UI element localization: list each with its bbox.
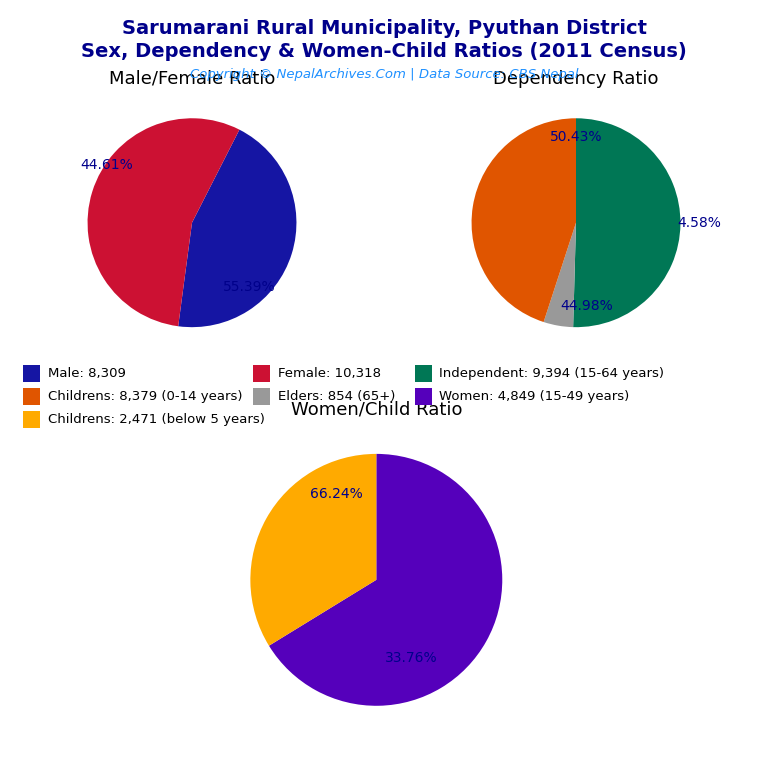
Text: Women: 4,849 (15-49 years): Women: 4,849 (15-49 years) [439,390,630,402]
Text: Copyright © NepalArchives.Com | Data Source: CBS Nepal: Copyright © NepalArchives.Com | Data Sou… [190,68,578,81]
Text: Elders: 854 (65+): Elders: 854 (65+) [278,390,396,402]
Title: Women/Child Ratio: Women/Child Ratio [290,400,462,418]
Text: 55.39%: 55.39% [223,280,276,294]
Text: 50.43%: 50.43% [550,130,602,144]
Text: 66.24%: 66.24% [310,487,362,502]
Text: Female: 10,318: Female: 10,318 [278,367,381,379]
Title: Dependency Ratio: Dependency Ratio [493,70,659,88]
Wedge shape [573,118,680,327]
Text: Male: 8,309: Male: 8,309 [48,367,125,379]
Wedge shape [250,454,376,646]
Text: Childrens: 2,471 (below 5 years): Childrens: 2,471 (below 5 years) [48,413,264,425]
Title: Male/Female Ratio: Male/Female Ratio [109,70,275,88]
Text: 44.61%: 44.61% [80,158,133,172]
Text: 44.98%: 44.98% [560,300,613,313]
Wedge shape [472,118,576,322]
Text: 33.76%: 33.76% [386,651,438,665]
Text: Independent: 9,394 (15-64 years): Independent: 9,394 (15-64 years) [439,367,664,379]
Text: Sex, Dependency & Women-Child Ratios (2011 Census): Sex, Dependency & Women-Child Ratios (20… [81,42,687,61]
Wedge shape [88,118,240,326]
Text: Childrens: 8,379 (0-14 years): Childrens: 8,379 (0-14 years) [48,390,242,402]
Wedge shape [178,130,296,327]
Wedge shape [544,223,576,327]
Text: Sarumarani Rural Municipality, Pyuthan District: Sarumarani Rural Municipality, Pyuthan D… [121,19,647,38]
Text: 4.58%: 4.58% [677,216,721,230]
Wedge shape [269,454,502,706]
